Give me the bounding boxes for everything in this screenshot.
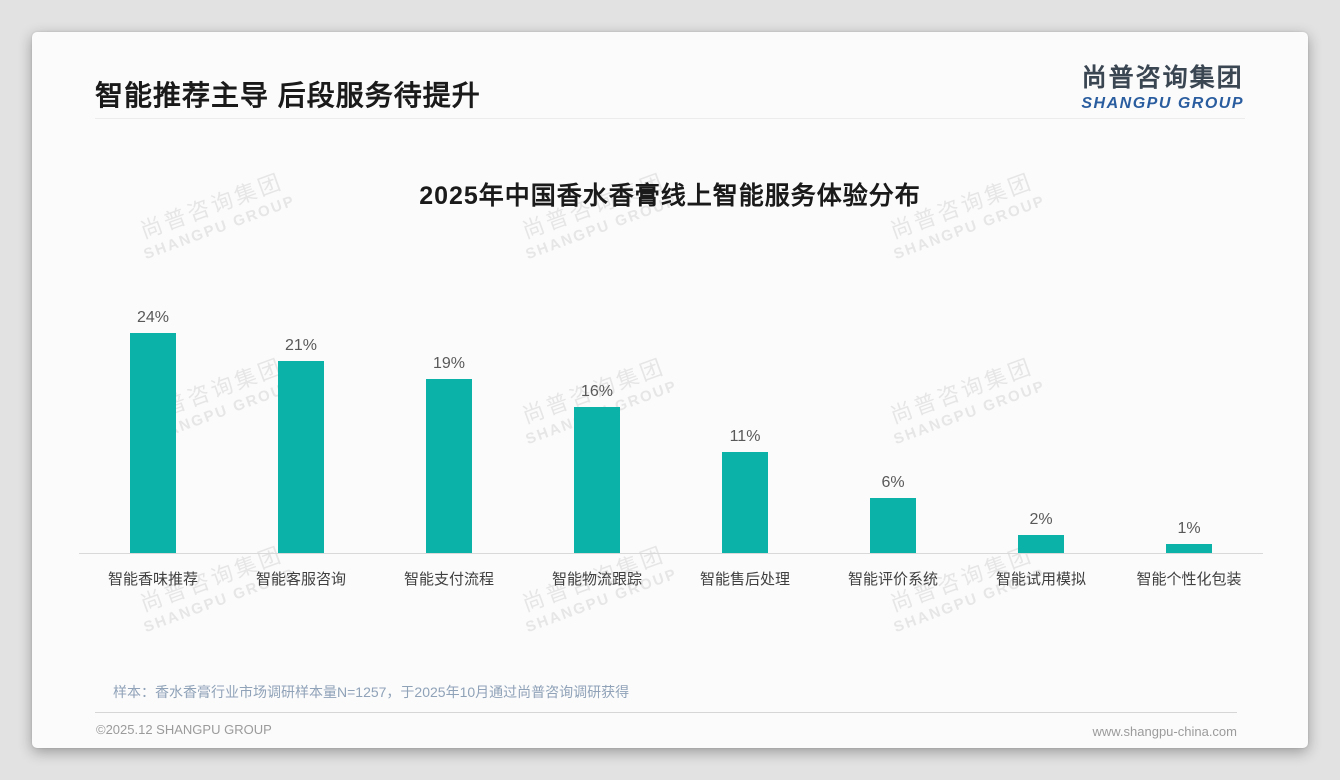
bar-column: 16% bbox=[523, 307, 671, 553]
bar-columns: 24% 21% 19% 16% 11% 6% 2% 1% bbox=[79, 307, 1263, 553]
bar-value-label: 24% bbox=[136, 309, 170, 326]
bar bbox=[574, 407, 620, 553]
category-label: 智能支付流程 bbox=[403, 571, 494, 588]
category-label: 智能客服咨询 bbox=[255, 571, 346, 588]
logo-chinese-name: 尚普咨询集团 bbox=[1081, 64, 1244, 92]
bar-value-label: 19% bbox=[432, 355, 466, 372]
bar-column: 21% bbox=[227, 307, 375, 553]
header-divider bbox=[95, 118, 1245, 119]
category-label: 智能售后处理 bbox=[699, 571, 790, 588]
footer-divider bbox=[95, 712, 1237, 713]
bar-value-label: 6% bbox=[881, 474, 905, 491]
bar-value-label: 11% bbox=[729, 428, 761, 445]
copyright-text: ©2025.12 SHANGPU GROUP bbox=[96, 722, 272, 737]
category-labels: 智能香味推荐 智能客服咨询 智能支付流程 智能物流跟踪 智能售后处理 智能评价系统 智能试用… bbox=[79, 568, 1263, 589]
page-title: 智能推荐主导 后段服务待提升 bbox=[95, 80, 481, 111]
bar-column: 19% bbox=[375, 307, 523, 553]
slide-card: 尚普咨询集团 SHANGPU GROUP 尚普咨询集团 SHANGPU GROUP … bbox=[32, 32, 1308, 748]
chart-title: 2025年中国香水香膏线上智能服务体验分布 bbox=[419, 182, 921, 210]
bar-column: 2% bbox=[967, 307, 1115, 553]
bar-value-label: 21% bbox=[284, 337, 318, 354]
category-label: 智能个性化包装 bbox=[1136, 571, 1242, 588]
bar bbox=[278, 361, 324, 553]
sample-note: 样本：香水香膏行业市场调研样本量N=1257，于2025年10月通过尚普咨询调研… bbox=[113, 684, 630, 700]
bar-value-label: 1% bbox=[1177, 520, 1201, 537]
category-label: 智能物流跟踪 bbox=[551, 571, 642, 588]
bar bbox=[1018, 535, 1064, 553]
bar-column: 11% bbox=[671, 307, 819, 553]
x-axis-line bbox=[79, 553, 1263, 554]
bar-value-label: 2% bbox=[1029, 511, 1053, 528]
bar bbox=[722, 452, 768, 553]
bar bbox=[870, 498, 916, 553]
bar-column: 1% bbox=[1115, 307, 1263, 553]
bar bbox=[130, 333, 176, 553]
logo-english-name: SHANGPU GROUP bbox=[1081, 95, 1244, 112]
bar bbox=[1166, 544, 1212, 553]
category-label: 智能香味推荐 bbox=[107, 571, 198, 588]
bar-column: 6% bbox=[819, 307, 967, 553]
bar-column: 24% bbox=[79, 307, 227, 553]
category-label: 智能试用模拟 bbox=[995, 571, 1086, 588]
bar-value-label: 16% bbox=[580, 383, 614, 400]
website-url: www.shangpu-china.com bbox=[1092, 724, 1237, 739]
category-label: 智能评价系统 bbox=[847, 571, 938, 588]
company-logo: 尚普咨询集团 SHANGPU GROUP bbox=[1081, 58, 1244, 113]
bar bbox=[426, 379, 472, 553]
